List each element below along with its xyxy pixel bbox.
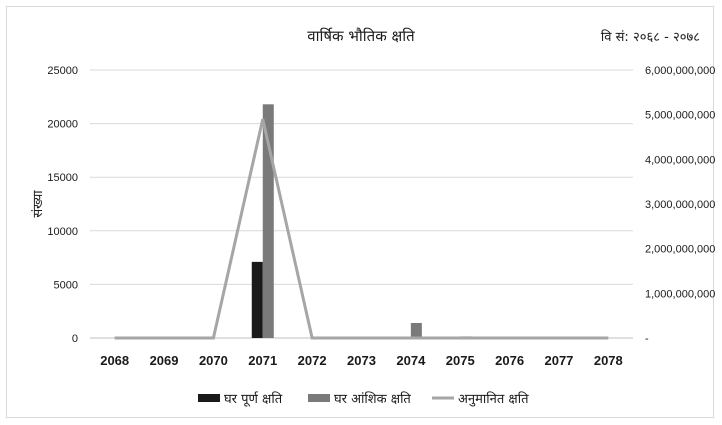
y-tick-label: 10000	[47, 226, 78, 238]
y-tick-label: 0	[72, 333, 78, 345]
axis-ticks: 0 5000 10000 15000 20000 25000 - 1,000,000,000 2…	[47, 65, 715, 368]
legend-swatch	[198, 394, 220, 402]
line-series	[114, 118, 609, 340]
y-tick-label: 25000	[47, 65, 78, 77]
y2-tick-label: 3,000,000,000	[645, 199, 715, 211]
chart-title: वार्षिक भौतिक क्षति	[307, 27, 415, 45]
bar-series	[114, 104, 521, 338]
y2-tick-label: 6,000,000,000	[645, 65, 715, 77]
x-tick-label: 2071	[248, 353, 277, 368]
legend: घर पूर्ण क्षति घर आंशिक क्षति अनुमानित क्ष…	[198, 391, 529, 407]
legend-label: घर पूर्ण क्षति	[224, 391, 283, 407]
y-tick-label: 5000	[54, 279, 78, 291]
y-axis-label: संख्या	[31, 190, 46, 218]
y2-tick-label: 1,000,000,000	[645, 288, 715, 300]
x-tick-label: 2076	[495, 353, 524, 368]
line-series-path	[114, 118, 609, 340]
x-tick-label: 2068	[100, 353, 129, 368]
legend-label: घर आंशिक क्षति	[334, 391, 411, 407]
y2-tick-label: 4,000,000,000	[645, 154, 715, 166]
legend-swatch	[308, 394, 330, 402]
x-tick-label: 2073	[347, 353, 376, 368]
y2-tick-label: 2,000,000,000	[645, 244, 715, 256]
y-tick-label: 20000	[47, 119, 78, 131]
bar	[262, 104, 274, 338]
y2-tick-label: -	[645, 333, 649, 345]
bar	[410, 322, 422, 338]
year-range-note: वि सं: २०६८ - २०७८	[601, 29, 700, 45]
legend-label: अनुमानित क्षति	[458, 391, 529, 407]
gridlines	[90, 69, 633, 339]
x-tick-label: 2069	[150, 353, 179, 368]
x-tick-label: 2070	[199, 353, 228, 368]
x-tick-label: 2072	[298, 353, 327, 368]
x-tick-label: 2077	[544, 353, 573, 368]
x-tick-label: 2078	[594, 353, 623, 368]
chart-frame	[6, 6, 714, 418]
bar	[251, 261, 263, 338]
x-tick-label: 2075	[446, 353, 475, 368]
y-tick-label: 15000	[47, 172, 78, 184]
y2-tick-label: 5,000,000,000	[645, 110, 715, 122]
x-tick-label: 2074	[396, 353, 426, 368]
